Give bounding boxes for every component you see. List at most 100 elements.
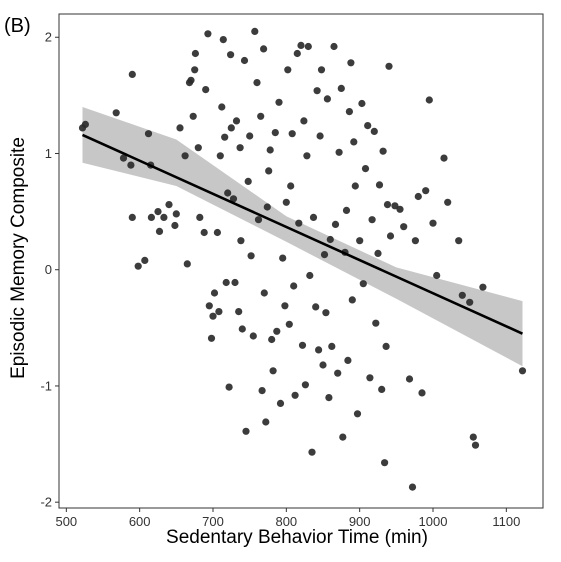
data-point	[298, 341, 307, 349]
data-point	[291, 391, 299, 399]
data-point	[260, 289, 268, 297]
data-point	[189, 112, 197, 120]
data-point	[273, 327, 281, 335]
data-point	[345, 108, 353, 116]
data-point	[244, 177, 252, 185]
data-point	[219, 36, 227, 44]
data-point	[213, 228, 221, 237]
data-point	[196, 213, 204, 221]
x-axis-ticks: 500 600 700 800 900 1000 1100	[55, 508, 520, 529]
data-point	[350, 138, 358, 146]
data-point	[518, 367, 527, 375]
data-point	[276, 399, 285, 407]
data-point	[396, 205, 404, 213]
data-point	[191, 49, 199, 58]
data-point	[227, 51, 235, 59]
data-point	[306, 271, 314, 280]
data-point	[347, 59, 355, 67]
data-point	[154, 208, 162, 216]
data-point	[308, 448, 316, 456]
confidence-band	[82, 107, 523, 367]
data-point	[249, 332, 257, 340]
data-point	[325, 394, 333, 402]
data-point	[202, 86, 210, 94]
data-point	[165, 201, 173, 209]
data-point	[119, 154, 128, 162]
data-point	[200, 228, 208, 237]
data-point	[269, 367, 277, 375]
data-point	[356, 237, 364, 245]
data-point	[335, 148, 343, 156]
data-point	[317, 66, 326, 74]
data-point	[425, 96, 433, 104]
data-point	[265, 167, 273, 175]
regression-line-layer	[81, 133, 524, 335]
data-point	[368, 216, 376, 224]
data-point	[344, 356, 352, 364]
data-point	[414, 192, 422, 201]
data-point	[81, 120, 89, 128]
x-axis-title: Sedentary Behavior Time (min)	[166, 527, 428, 548]
data-point	[176, 124, 184, 132]
data-point	[279, 254, 287, 262]
data-point	[257, 112, 265, 120]
data-point	[128, 70, 136, 78]
data-point	[215, 308, 223, 316]
data-point	[374, 249, 382, 257]
confidence-band-layer	[82, 107, 523, 367]
data-point	[455, 237, 463, 245]
data-point	[147, 213, 155, 221]
regression-line	[81, 133, 524, 335]
data-point	[187, 76, 195, 84]
data-point	[348, 296, 356, 304]
data-point	[262, 418, 270, 426]
data-point	[112, 109, 120, 117]
data-point	[429, 219, 437, 227]
data-point	[330, 42, 338, 51]
data-point	[232, 117, 241, 125]
data-point	[391, 202, 399, 210]
data-point	[382, 342, 390, 350]
data-point	[326, 235, 334, 244]
x-tick-label: 600	[129, 514, 151, 529]
x-tick-label: 1100	[492, 514, 520, 529]
data-point	[372, 319, 380, 327]
data-point	[361, 165, 370, 173]
data-point	[207, 334, 216, 342]
data-point	[191, 66, 199, 74]
data-point	[471, 441, 480, 449]
data-point	[411, 237, 419, 245]
data-point	[433, 271, 441, 280]
data-point	[304, 42, 312, 51]
data-point	[205, 302, 213, 310]
y-axis-title: Episodic Memory Composite	[8, 137, 29, 379]
plot-border	[58, 13, 544, 509]
data-point	[342, 206, 351, 214]
data-point	[364, 122, 372, 130]
data-point	[353, 410, 362, 418]
data-point	[209, 312, 217, 320]
data-point	[247, 252, 255, 260]
data-point	[134, 262, 142, 270]
panel-label: (B)	[4, 15, 31, 37]
data-point	[287, 182, 295, 190]
data-point	[275, 98, 283, 106]
data-point	[268, 335, 276, 344]
data-point	[210, 289, 219, 297]
data-point	[285, 320, 293, 328]
data-point	[378, 385, 386, 393]
data-point	[237, 237, 245, 245]
data-point	[260, 45, 268, 53]
data-point	[224, 189, 232, 197]
data-point	[258, 387, 266, 395]
data-point	[172, 210, 180, 218]
data-point	[253, 79, 261, 87]
data-point	[408, 483, 417, 491]
data-point	[386, 232, 395, 240]
data-point	[282, 198, 290, 206]
x-tick-label: 900	[349, 514, 371, 529]
data-point	[221, 133, 229, 141]
data-point	[263, 203, 271, 211]
data-point	[323, 95, 331, 103]
